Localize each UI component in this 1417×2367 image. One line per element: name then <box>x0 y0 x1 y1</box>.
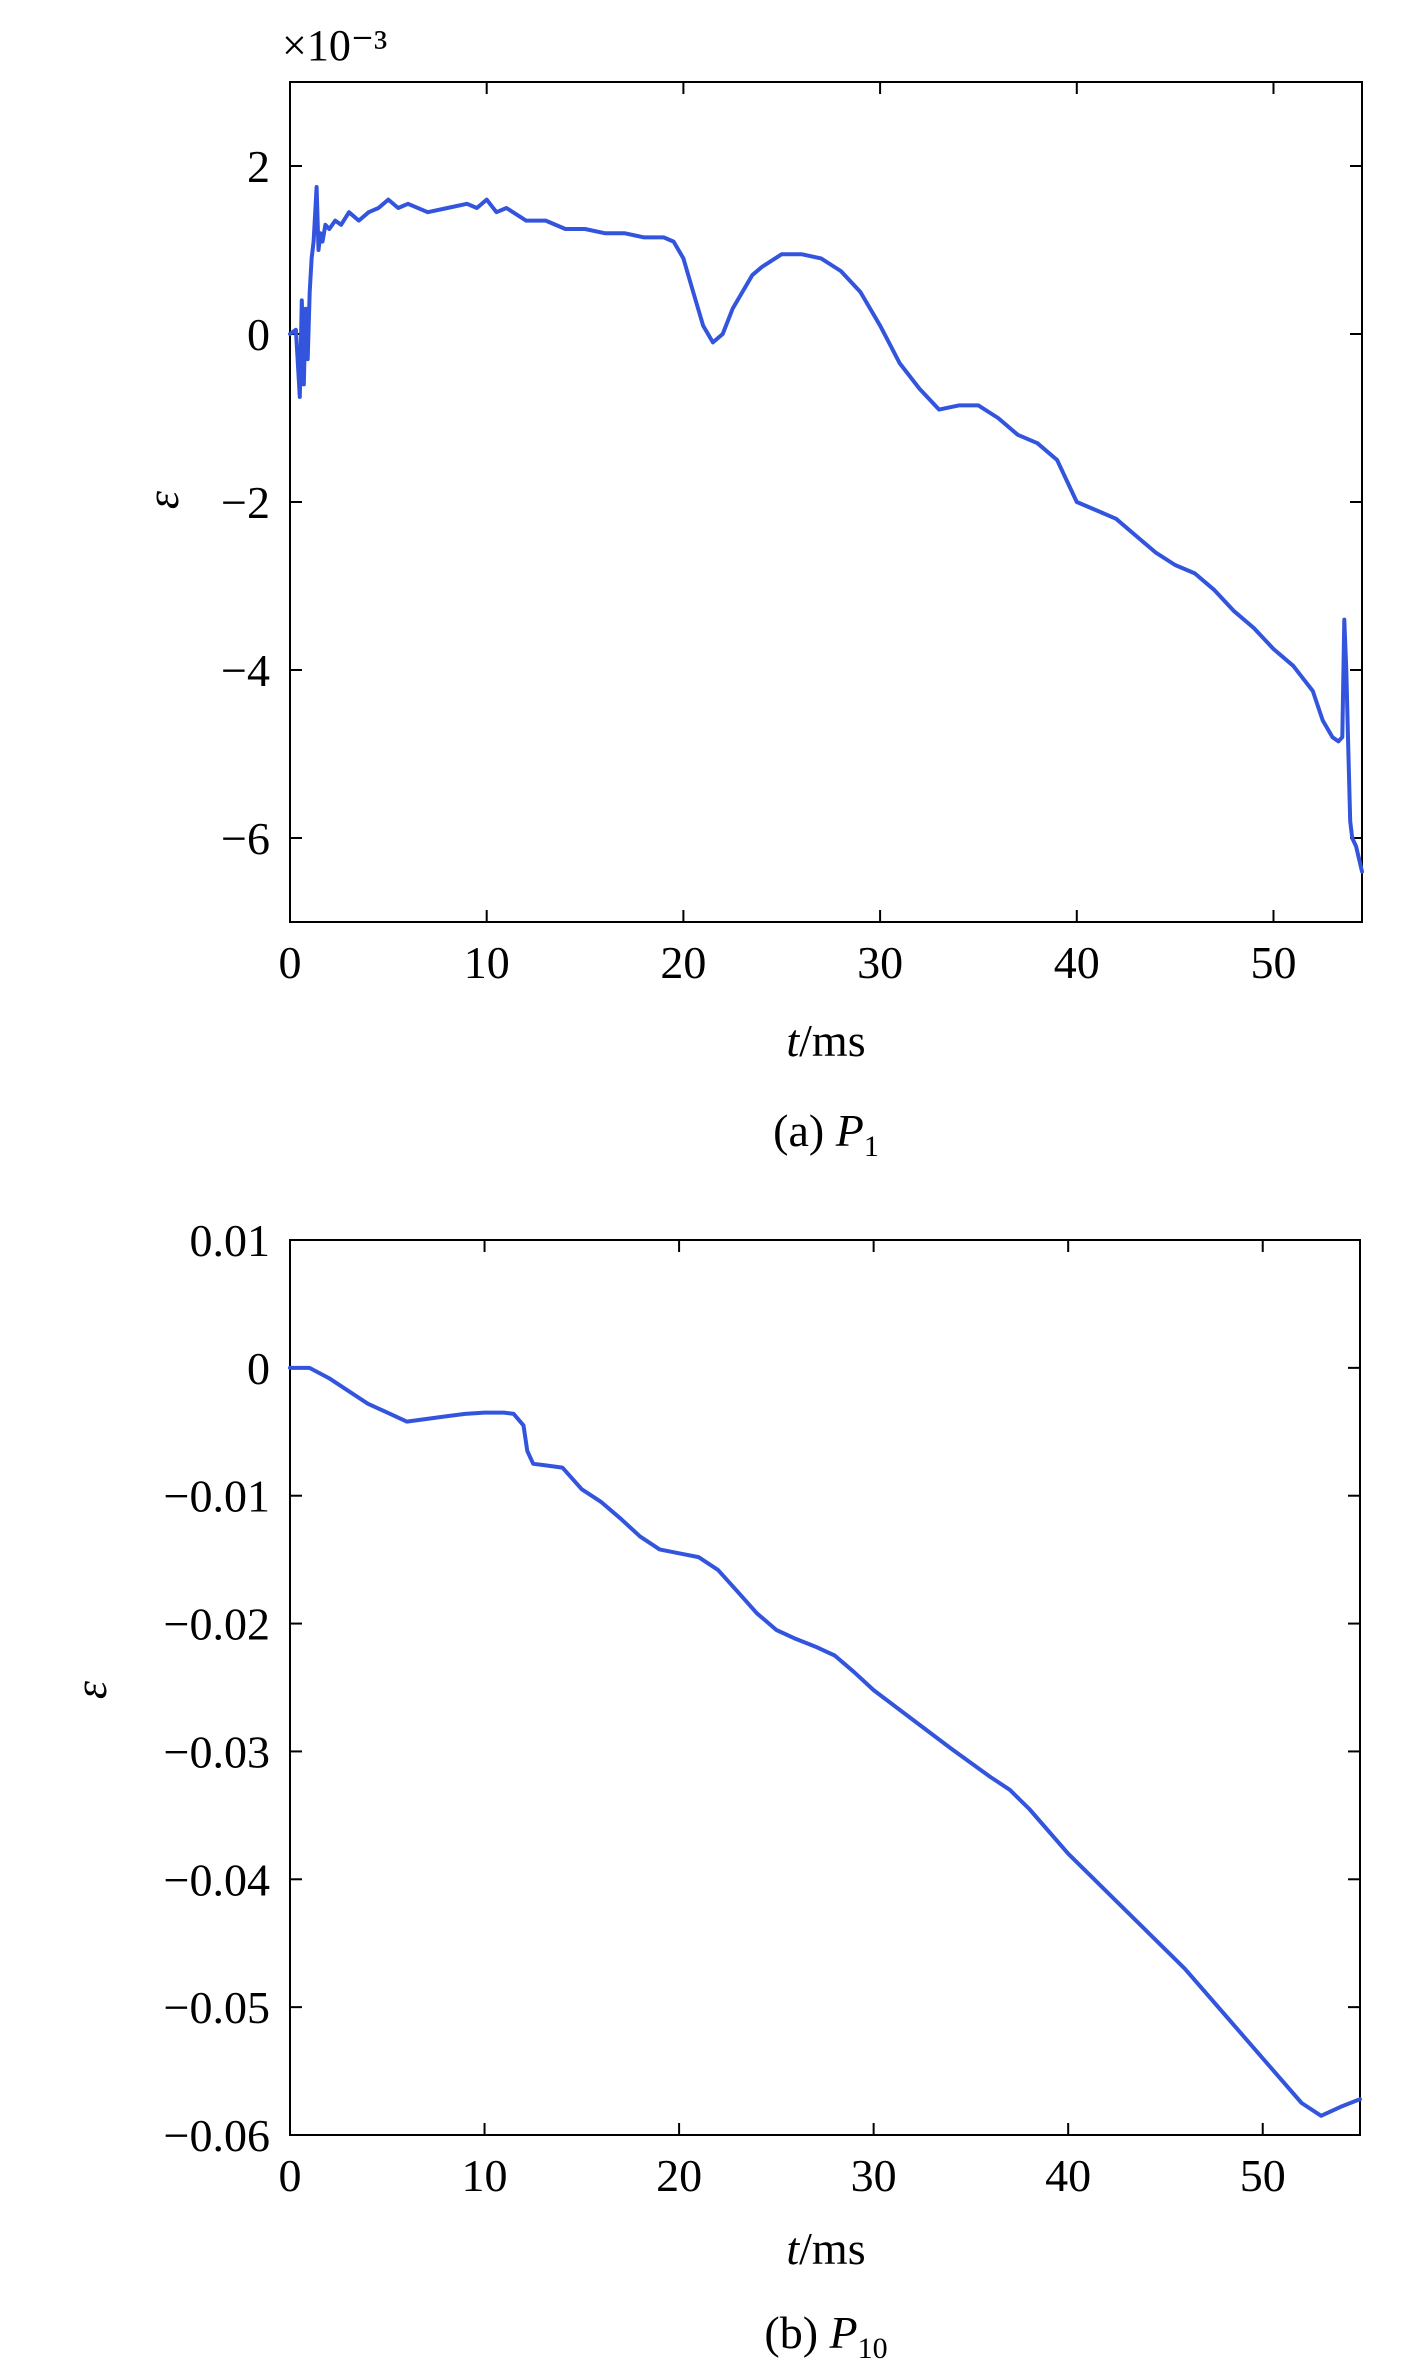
chart-a-xtick-label: 30 <box>857 937 903 988</box>
chart-b-ticks: 0 10 20 30 40 50 0.01 0 −0.01 −0.02 −0.03 −0.04 −0.0… <box>164 1215 1360 2201</box>
chart-b-xtick-label: 40 <box>1045 2150 1091 2201</box>
chart-b-ytick-label: −0.02 <box>164 1599 270 1650</box>
chart-a-series <box>288 185 1364 874</box>
chart-a-xtick-label: 40 <box>1054 937 1100 988</box>
chart-b-xtick-label: 0 <box>279 2150 302 2201</box>
chart-a-y-multiplier: ×10⁻³ <box>282 21 387 70</box>
chart-b-ylabel: ε <box>65 1680 116 1699</box>
chart-b-caption-symbol: P <box>829 2307 858 2358</box>
chart-a-xtick-label: 20 <box>660 937 706 988</box>
chart-b-ytick-label: −0.06 <box>164 2110 270 2161</box>
chart-a-ytick-label: −6 <box>221 813 270 864</box>
chart-b-plot-frame <box>289 1239 1361 2136</box>
chart-a-series-line <box>288 185 1364 874</box>
chart-a-ytick-label: 2 <box>247 141 270 192</box>
chart-a-xtick-label: 10 <box>464 937 510 988</box>
chart-a-xtick-label: 0 <box>279 937 302 988</box>
chart-b-xtick-label: 50 <box>1240 2150 1286 2201</box>
chart-a-ylabel: ε <box>137 490 188 509</box>
chart-b: 0 10 20 30 40 50 0.01 0 −0.01 −0.02 −0.03 −0.04 −0.0… <box>65 1215 1362 2365</box>
chart-b-xtick-label: 30 <box>851 2150 897 2201</box>
chart-b-caption: (b) P10 <box>764 2307 887 2365</box>
chart-b-ytick-label: 0 <box>247 1343 270 1394</box>
chart-a-caption: (a) P1 <box>773 1105 879 1163</box>
chart-a-caption-letter: (a) <box>773 1105 836 1156</box>
chart-b-ytick-label: 0.01 <box>190 1215 271 1266</box>
chart-b-ytick-label: −0.03 <box>164 1726 270 1777</box>
chart-a-ytick-label: −2 <box>221 477 270 528</box>
chart-a-ytick-label: −4 <box>221 645 270 696</box>
chart-b-ytick-label: −0.01 <box>164 1471 270 1522</box>
chart-b-caption-subscript: 10 <box>858 2332 888 2365</box>
chart-b-series-line <box>288 1365 1362 2118</box>
chart-a-caption-subscript: 1 <box>864 1130 879 1163</box>
chart-b-xtick-label: 20 <box>656 2150 702 2201</box>
chart-b-series <box>288 1365 1362 2118</box>
chart-a-xtick-label: 50 <box>1250 937 1296 988</box>
chart-a-ytick-label: 0 <box>247 309 270 360</box>
chart-b-ytick-label: −0.04 <box>164 1854 270 1905</box>
chart-b-ytick-label: −0.05 <box>164 1982 270 2033</box>
chart-a-caption-symbol: P <box>835 1105 864 1156</box>
chart-b-xlabel: t/ms <box>786 2223 865 2274</box>
chart-a-xlabel: t/ms <box>786 1015 865 1066</box>
chart-b-caption-letter: (b) <box>764 2307 829 2358</box>
chart-b-xtick-label: 10 <box>462 2150 508 2201</box>
